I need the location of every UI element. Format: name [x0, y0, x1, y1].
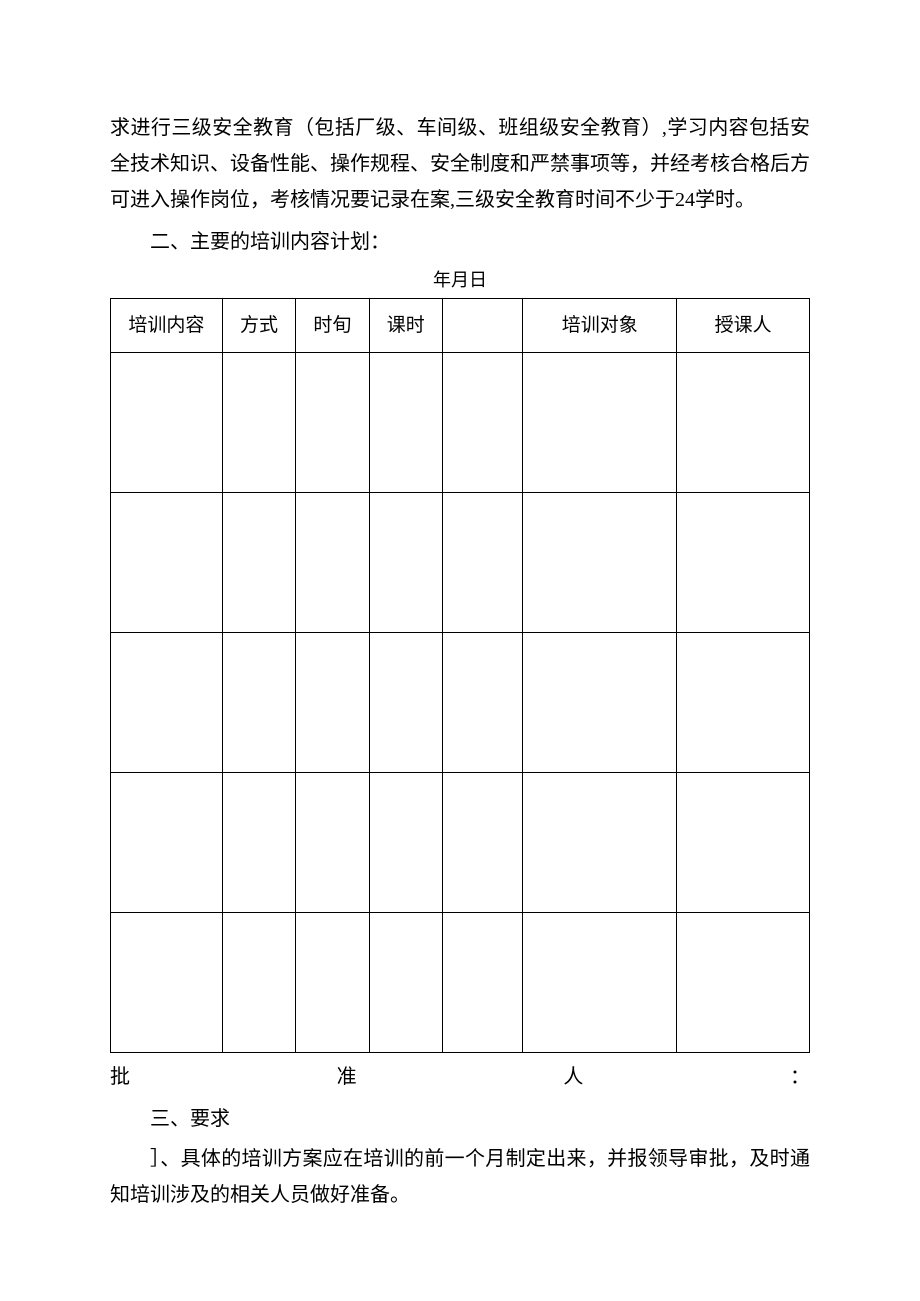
cell: [111, 633, 223, 773]
cell: [369, 353, 442, 493]
cell: [443, 913, 523, 1053]
col-header-period: 时旬: [296, 299, 369, 353]
cell: [677, 353, 810, 493]
cell: [677, 773, 810, 913]
table-row: [111, 913, 810, 1053]
col-header-teacher: 授课人: [677, 299, 810, 353]
cell: [677, 493, 810, 633]
cell: [111, 353, 223, 493]
table-row: [111, 633, 810, 773]
cell: [523, 353, 677, 493]
table-row: [111, 353, 810, 493]
col-header-blank: [443, 299, 523, 353]
cell: [222, 913, 295, 1053]
cell: [443, 773, 523, 913]
approver-char: 准: [337, 1059, 357, 1095]
cell: [111, 913, 223, 1053]
approver-char: 人: [563, 1059, 583, 1095]
col-header-target: 培训对象: [523, 299, 677, 353]
cell: [523, 493, 677, 633]
requirement-1: ］、具体的培训方案应在培训的前一个月制定出来，并报领导审批，及时通知培训涉及的相…: [110, 1141, 810, 1213]
cell: [296, 633, 369, 773]
date-line: 年月日: [110, 264, 810, 296]
table-row: [111, 773, 810, 913]
cell: [443, 353, 523, 493]
cell: [369, 913, 442, 1053]
approver-char: ：: [790, 1059, 810, 1095]
cell: [677, 913, 810, 1053]
cell: [296, 913, 369, 1053]
cell: [369, 493, 442, 633]
cell: [111, 493, 223, 633]
cell: [443, 493, 523, 633]
cell: [443, 633, 523, 773]
training-plan-table: 培训内容 方式 时旬 课时 培训对象 授课人: [110, 298, 810, 1053]
col-header-content: 培训内容: [111, 299, 223, 353]
col-header-hours: 课时: [369, 299, 442, 353]
cell: [369, 633, 442, 773]
cell: [523, 913, 677, 1053]
cell: [677, 633, 810, 773]
cell: [296, 493, 369, 633]
section-3-heading: 三、要求: [110, 1101, 810, 1137]
approver-char: 批: [110, 1059, 130, 1095]
cell: [369, 773, 442, 913]
cell: [222, 493, 295, 633]
approver-line: 批 准 人 ：: [110, 1059, 810, 1095]
cell: [523, 773, 677, 913]
section-2-heading: 二、主要的培训内容计划：: [110, 224, 810, 260]
cell: [523, 633, 677, 773]
cell: [296, 353, 369, 493]
table-header-row: 培训内容 方式 时旬 课时 培训对象 授课人: [111, 299, 810, 353]
cell: [222, 353, 295, 493]
cell: [296, 773, 369, 913]
cell: [222, 633, 295, 773]
cell: [222, 773, 295, 913]
table-row: [111, 493, 810, 633]
intro-paragraph: 求进行三级安全教育（包括厂级、车间级、班组级安全教育）,学习内容包括安全技术知识…: [110, 110, 810, 218]
cell: [111, 773, 223, 913]
col-header-method: 方式: [222, 299, 295, 353]
